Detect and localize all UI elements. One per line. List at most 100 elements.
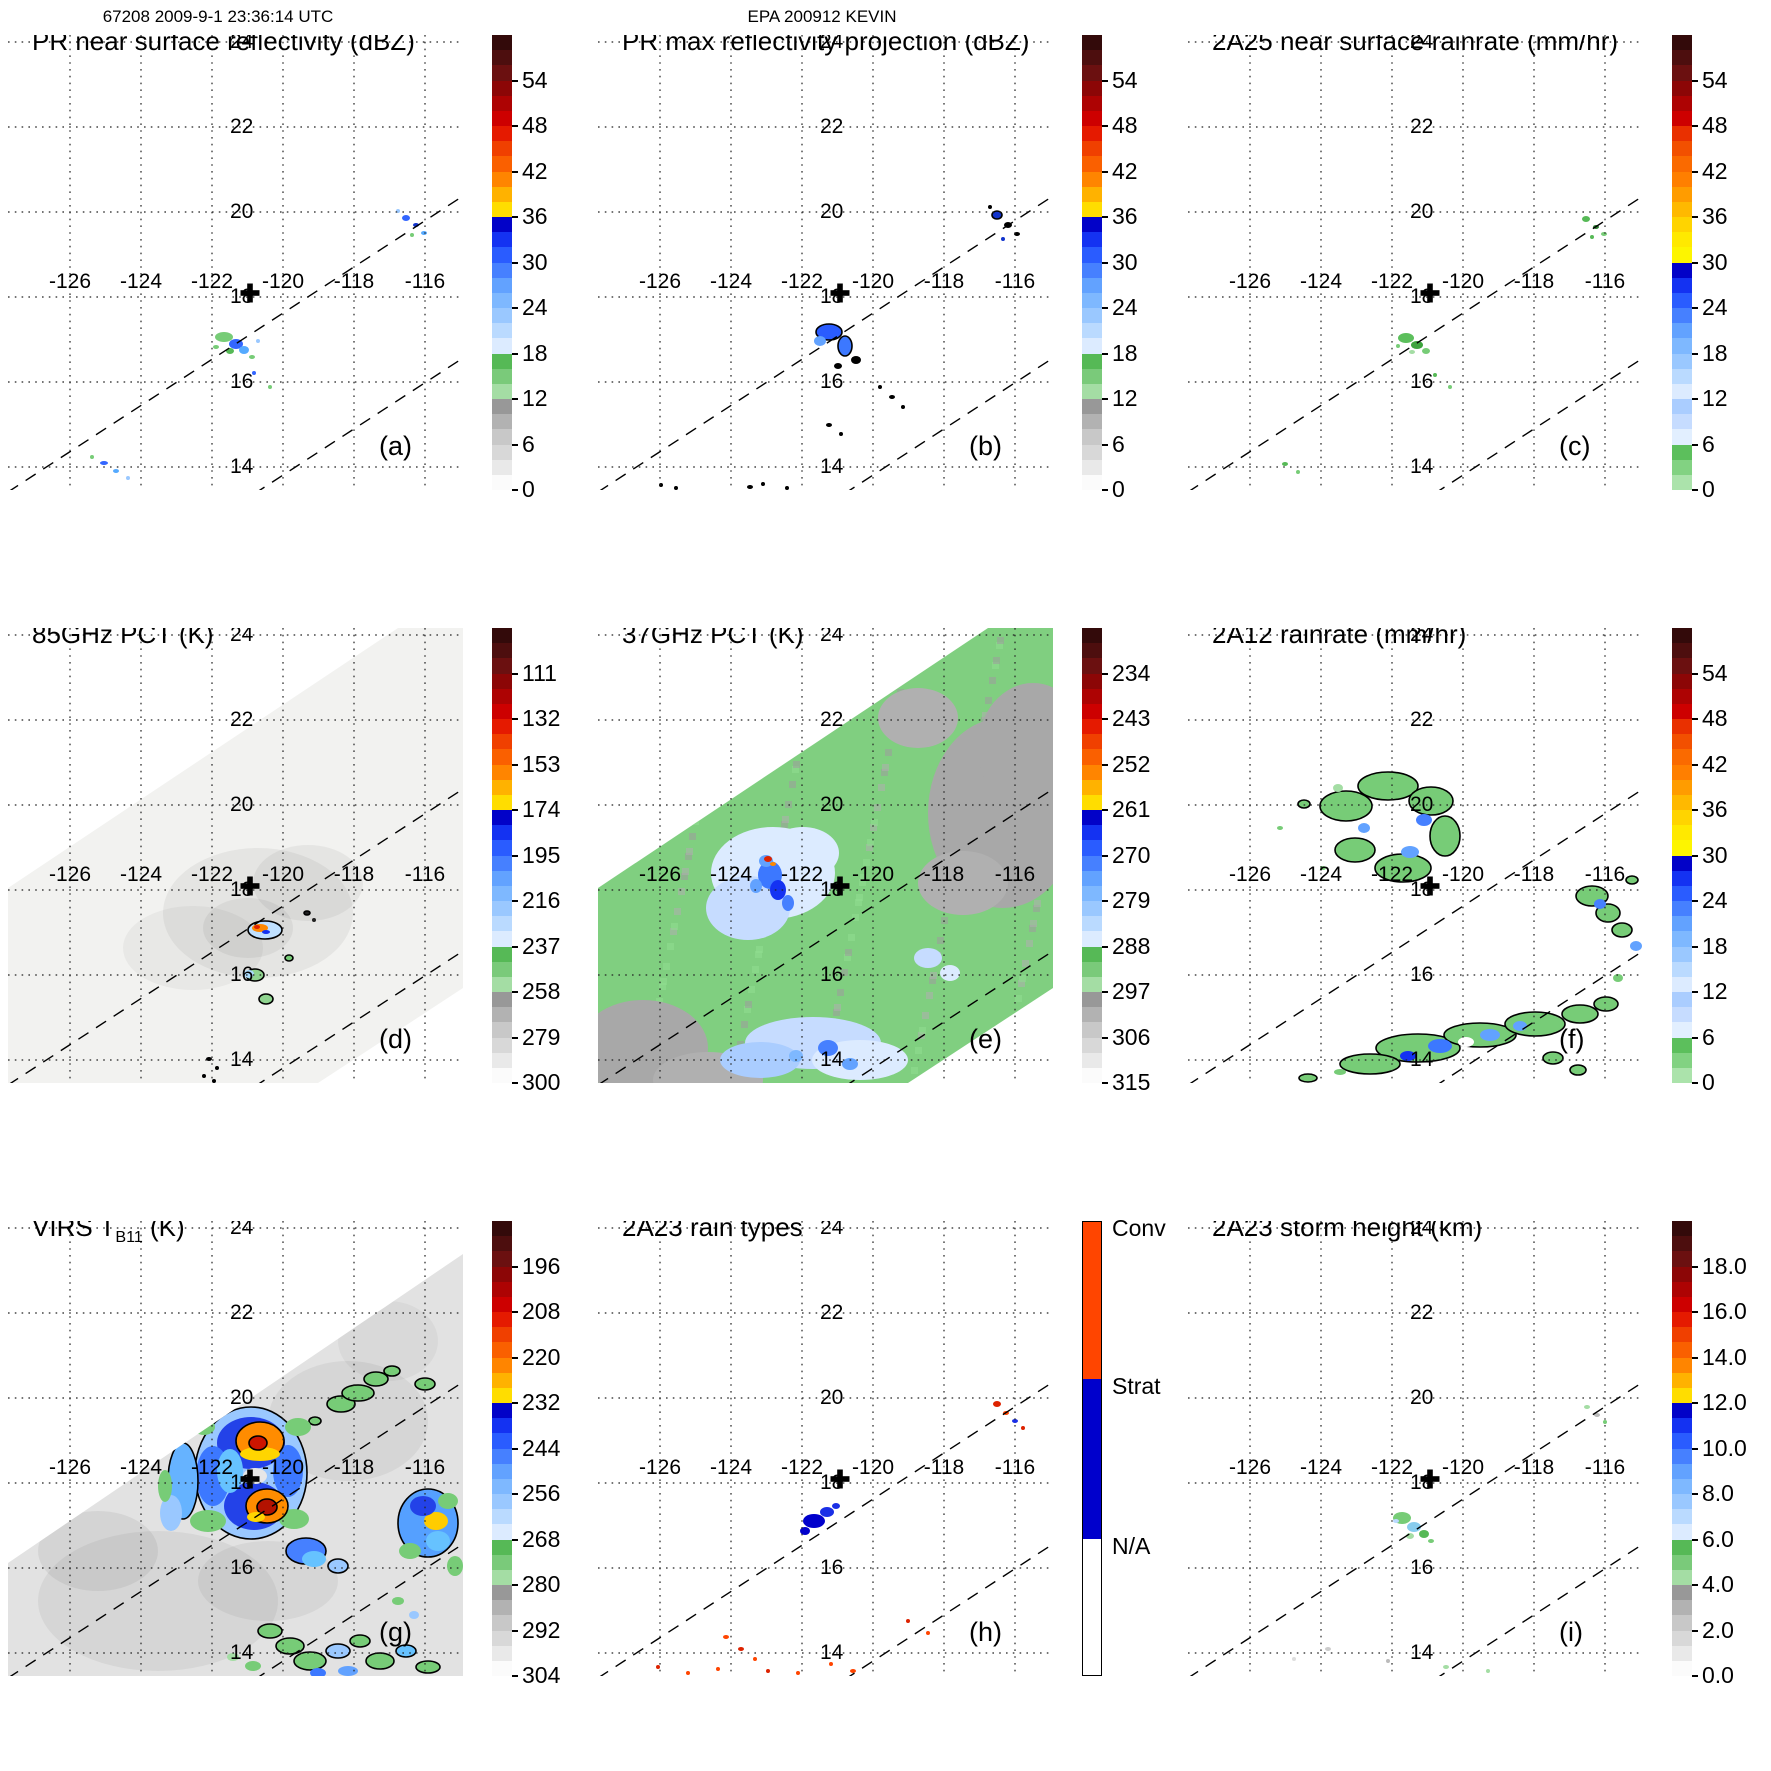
lon-tick-label: -124 xyxy=(709,270,753,293)
colorbar-segment xyxy=(1672,126,1692,142)
colorbar-segment xyxy=(492,323,512,339)
lat-tick-label: 16 xyxy=(230,1556,254,1579)
lon-tick-label: -116 xyxy=(404,270,446,293)
colorbar-tick-label: 18.0 xyxy=(1702,1252,1747,1279)
colorbar-segment xyxy=(1672,855,1692,871)
colorbar-segment xyxy=(1672,885,1692,902)
lon-tick-label: -118 xyxy=(1513,270,1555,293)
colorbar-segment xyxy=(492,1312,512,1328)
colorbar-segment xyxy=(492,885,512,902)
colorbar-segment xyxy=(1672,232,1692,248)
colorbar-segment xyxy=(1672,1372,1692,1388)
colorbar-segment xyxy=(492,1524,512,1540)
lon-tick-label: -120 xyxy=(261,863,305,886)
colorbar-segment xyxy=(492,262,512,278)
colorbar-segment xyxy=(1082,719,1102,735)
colorbar-segment xyxy=(1672,1387,1692,1404)
colorbar-segment xyxy=(492,931,512,947)
colorbar-tick-label: 315 xyxy=(1112,1069,1151,1095)
colorbar-tick-mark xyxy=(512,1311,518,1313)
colorbar-segment xyxy=(1672,65,1692,81)
colorbar-tick-mark xyxy=(1692,398,1698,400)
colorbar-segment xyxy=(1672,1236,1692,1252)
colorbar-segment xyxy=(1672,901,1692,917)
colorbar-bar xyxy=(1672,628,1692,1084)
colorbar-tick-mark xyxy=(512,216,518,218)
colorbar-segment xyxy=(1082,277,1102,293)
colorbar-segment xyxy=(492,1645,512,1661)
colorbar-segment xyxy=(1672,277,1692,293)
colorbar-segment xyxy=(492,794,512,811)
swath-edge-line xyxy=(599,1381,1053,1676)
colorbar-segment xyxy=(492,1007,512,1023)
colorbar-segment xyxy=(1672,734,1692,750)
colorbar-tick-label: 24 xyxy=(1702,294,1728,320)
panel-letter-b: (b) xyxy=(969,431,1002,461)
colorbar-tick-label: 4.0 xyxy=(1702,1571,1734,1597)
storm-center-marker xyxy=(240,1469,260,1489)
lat-tick-label: 20 xyxy=(230,200,254,223)
colorbar-segment xyxy=(1082,885,1102,902)
swath-edge-line xyxy=(1189,195,1643,490)
colorbar-segment xyxy=(1082,628,1102,644)
colorbar-tick-label: 12 xyxy=(1702,978,1728,1004)
colorbar-segment xyxy=(1672,141,1692,157)
colorbar-tick-label: 0 xyxy=(1112,476,1125,502)
colorbar-segment xyxy=(1672,840,1692,856)
colorbar-segment xyxy=(1672,1494,1692,1510)
colorbar-tick-label: 195 xyxy=(522,841,561,868)
colorbar-tick-mark xyxy=(1692,718,1698,720)
colorbar-tick-mark xyxy=(1692,900,1698,902)
lat-tick-label: 20 xyxy=(230,1386,254,1409)
lon-tick-label: -120 xyxy=(1441,1456,1485,1479)
colorbar-segment xyxy=(492,459,512,475)
colorbar-tick-mark xyxy=(1102,170,1108,173)
colorbar-segment xyxy=(492,825,512,841)
colorbar-segment xyxy=(1672,1660,1692,1677)
lon-tick-label: -120 xyxy=(1441,863,1485,886)
colorbar-segment xyxy=(1672,338,1692,354)
lat-tick-label: 22 xyxy=(230,708,254,731)
colorbar-segment xyxy=(492,1266,512,1282)
colorbar-tick-mark xyxy=(1102,352,1108,355)
lat-tick-label: 20 xyxy=(1410,793,1434,816)
colorbar-segment xyxy=(1672,643,1692,659)
colorbar-segment xyxy=(492,855,512,871)
lat-tick-label: 24 xyxy=(230,628,254,646)
colorbar-tick-label: 24 xyxy=(1112,294,1138,320)
colorbar-tick-mark xyxy=(512,763,518,766)
colorbar-segment xyxy=(1672,1296,1692,1313)
colorbar-segment xyxy=(1672,870,1692,886)
colorbar-segment xyxy=(492,414,512,430)
lon-tick-label: -126 xyxy=(48,863,92,886)
colorbar-segment xyxy=(1082,870,1102,886)
colorbar-tick-mark xyxy=(512,1402,518,1404)
colorbar-tick-label: 6 xyxy=(522,430,535,457)
swath-edge-line xyxy=(848,1543,1053,1676)
lat-tick-label: 22 xyxy=(820,115,844,138)
colorbar-tick-label: 292 xyxy=(522,1616,561,1643)
colorbar-tick-mark xyxy=(1102,1082,1108,1084)
colorbar-segment xyxy=(1082,65,1102,81)
colorbar-segment xyxy=(492,110,512,127)
colorbar-tick-mark xyxy=(1102,672,1108,675)
colorbar-segment xyxy=(1672,794,1692,811)
colorbar-segment xyxy=(492,50,512,66)
colorbar-tick-label: 256 xyxy=(522,1480,561,1506)
colorbar-segment xyxy=(1672,292,1692,309)
colorbar-tick-mark xyxy=(1692,261,1698,264)
colorbar-tick-mark xyxy=(1692,763,1698,766)
colorbar-tick-label: 36 xyxy=(1112,203,1138,229)
colorbar-segment xyxy=(492,901,512,917)
colorbar-segment xyxy=(1082,1067,1102,1084)
colorbar-segment xyxy=(1082,156,1102,172)
colorbar-segment xyxy=(1082,414,1102,430)
colorbar-segment xyxy=(1672,186,1692,202)
colorbar-segment xyxy=(1672,459,1692,475)
lon-tick-label: -120 xyxy=(851,270,895,293)
colorbar-segment xyxy=(492,1022,512,1038)
colorbar-segment xyxy=(1672,1342,1692,1358)
lat-tick-label: 20 xyxy=(230,793,254,816)
colorbar-tick-mark xyxy=(512,991,518,993)
colorbar-segment xyxy=(492,673,512,689)
